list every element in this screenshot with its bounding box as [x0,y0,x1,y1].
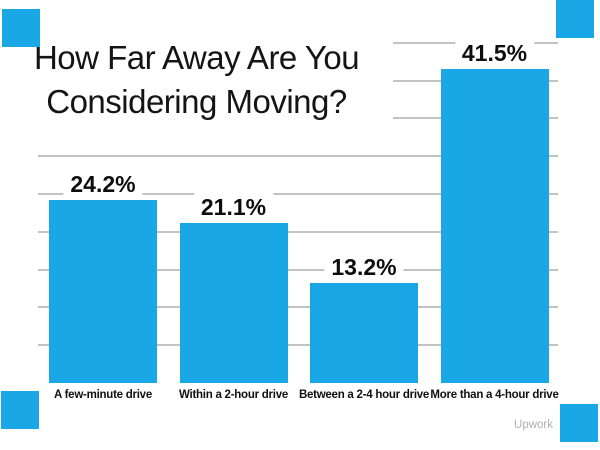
bar-value-label: 41.5% [454,39,535,68]
bar-value-label: 13.2% [324,253,404,282]
category-label: Between a 2-4 hour drive [298,389,430,401]
chart-title-line2: Considering Moving? [46,83,347,120]
category-label: More than a 4-hour drive [430,389,559,401]
chart-title: How Far Away Are You Considering Moving? [0,36,393,124]
bar-value-label: 21.1% [193,193,274,222]
bar [310,283,418,383]
gridline [38,193,558,195]
source-attribution: Upwork [514,419,553,431]
corner-accent-top-left [2,9,40,47]
corner-accent-bottom-right [560,404,598,442]
category-label: Within a 2-hour drive [178,389,289,401]
corner-accent-bottom-left [1,391,39,429]
title-box: How Far Away Are You Considering Moving? [0,0,393,148]
gridline [38,306,558,309]
gridline [38,230,558,233]
gridline [38,268,558,271]
bar [49,200,157,383]
bar-value-label: 24.2% [63,170,143,199]
gridline [38,155,558,158]
gridline [38,344,558,347]
corner-accent-top-right [556,0,594,38]
chart-title-line1: How Far Away Are You [33,39,360,76]
bar [179,223,288,383]
category-label: A few-minute drive [54,389,152,401]
bar [440,69,549,383]
